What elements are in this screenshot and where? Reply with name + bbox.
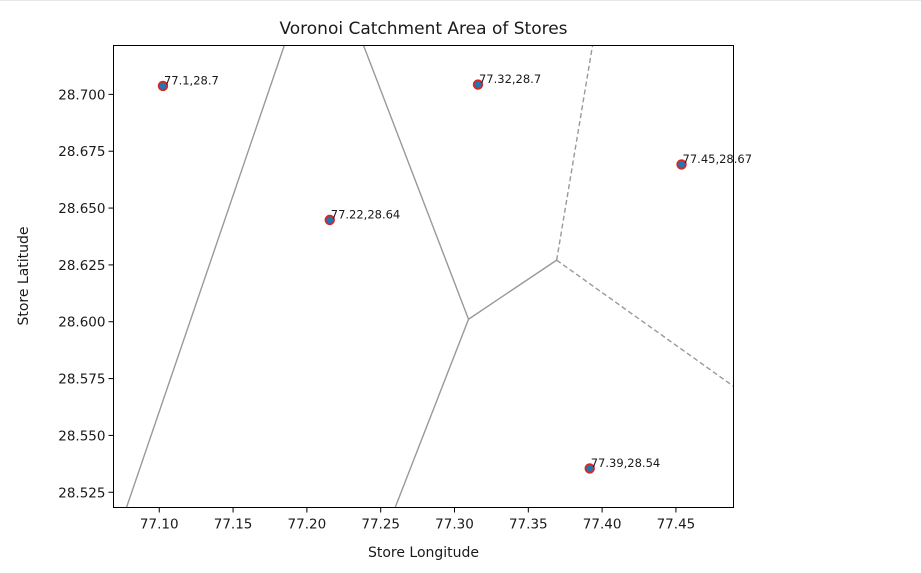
x-tick-label: 77.15 — [214, 517, 253, 533]
x-tick-label: 77.40 — [583, 517, 622, 533]
y-tick-label: 28.550 — [58, 428, 105, 444]
point-label: 77.32,28.7 — [479, 72, 541, 86]
y-tick-label: 28.575 — [58, 372, 105, 388]
x-tick-label: 77.10 — [140, 517, 179, 533]
store-point — [324, 214, 335, 226]
voronoi-edges — [125, 45, 734, 508]
top-divider — [0, 0, 921, 1]
store-point — [157, 80, 169, 92]
x-tick-label: 77.20 — [288, 517, 327, 533]
y-axis: 28.525 28.550 28.575 28.600 28.625 28.650 28.6… — [58, 87, 114, 501]
point-label: 77.1,28.7 — [164, 73, 219, 87]
voronoi-edge — [362, 45, 470, 320]
y-tick-label: 28.700 — [58, 87, 105, 103]
y-axis-label: Store Latitude — [16, 226, 32, 325]
plot-frame — [113, 45, 734, 508]
y-tick-label: 28.625 — [58, 258, 105, 274]
x-tick-label: 77.25 — [361, 517, 400, 533]
y-tick-label: 28.600 — [58, 315, 105, 331]
voronoi-edge — [125, 45, 285, 508]
store-point — [676, 159, 687, 170]
store-point — [584, 463, 595, 474]
x-tick-label: 77.45 — [657, 517, 696, 533]
x-axis: 77.10 77.15 77.20 77.25 77.30 77.35 77.40 77.45 — [140, 507, 696, 533]
point-label: 77.22,28.64 — [331, 207, 401, 221]
point-labels: 77.1,28.7 77.22,28.64 77.32,28.7 77.45,28.6… — [164, 72, 752, 470]
store-points — [157, 79, 687, 474]
x-axis-label: Store Longitude — [368, 545, 479, 561]
y-tick-label: 28.675 — [58, 144, 105, 160]
point-label: 77.39,28.54 — [591, 456, 661, 470]
y-tick-label: 28.525 — [58, 485, 105, 501]
voronoi-edge — [555, 45, 594, 261]
x-tick-label: 77.30 — [435, 517, 474, 533]
x-tick-label: 77.35 — [509, 517, 548, 533]
y-tick-label: 28.650 — [58, 201, 105, 217]
voronoi-edge — [556, 259, 734, 387]
voronoi-edge — [394, 318, 470, 508]
store-point — [472, 79, 484, 90]
point-label: 77.45,28.67 — [683, 152, 753, 166]
voronoi-edge — [468, 259, 558, 320]
chart-title: Voronoi Catchment Area of Stores — [279, 19, 567, 39]
